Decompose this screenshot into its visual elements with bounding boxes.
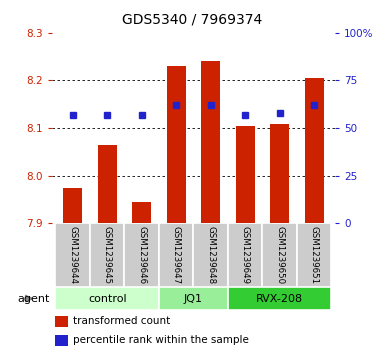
Bar	[167, 66, 186, 223]
Bar	[55, 287, 159, 310]
Text: RVX-208: RVX-208	[256, 294, 303, 303]
Bar	[159, 287, 228, 310]
Bar	[55, 316, 67, 327]
Text: GSM1239647: GSM1239647	[172, 227, 181, 285]
Bar	[55, 223, 90, 287]
Bar	[98, 144, 117, 223]
Text: control: control	[88, 294, 127, 303]
Bar	[228, 287, 331, 310]
Text: GSM1239646: GSM1239646	[137, 227, 146, 285]
Text: agent: agent	[18, 294, 50, 303]
Text: GDS5340 / 7969374: GDS5340 / 7969374	[122, 13, 263, 27]
Bar	[228, 223, 263, 287]
Text: GSM1239651: GSM1239651	[310, 227, 319, 285]
Bar	[55, 335, 67, 346]
Text: JQ1: JQ1	[184, 294, 203, 303]
Bar	[194, 223, 228, 287]
Bar	[270, 124, 289, 223]
Bar	[159, 223, 193, 287]
Text: transformed count: transformed count	[73, 316, 171, 326]
Text: GSM1239649: GSM1239649	[241, 227, 250, 285]
Text: GSM1239645: GSM1239645	[103, 227, 112, 285]
Text: GSM1239650: GSM1239650	[275, 227, 284, 285]
Bar	[132, 202, 151, 223]
Bar	[63, 188, 82, 223]
Bar	[90, 223, 124, 287]
Bar	[305, 78, 324, 223]
Text: GSM1239644: GSM1239644	[68, 227, 77, 285]
Bar	[236, 126, 255, 223]
Bar	[201, 61, 220, 223]
Text: GSM1239648: GSM1239648	[206, 227, 215, 285]
Text: percentile rank within the sample: percentile rank within the sample	[73, 335, 249, 345]
Bar	[297, 223, 331, 287]
Bar	[263, 223, 297, 287]
Bar	[124, 223, 159, 287]
